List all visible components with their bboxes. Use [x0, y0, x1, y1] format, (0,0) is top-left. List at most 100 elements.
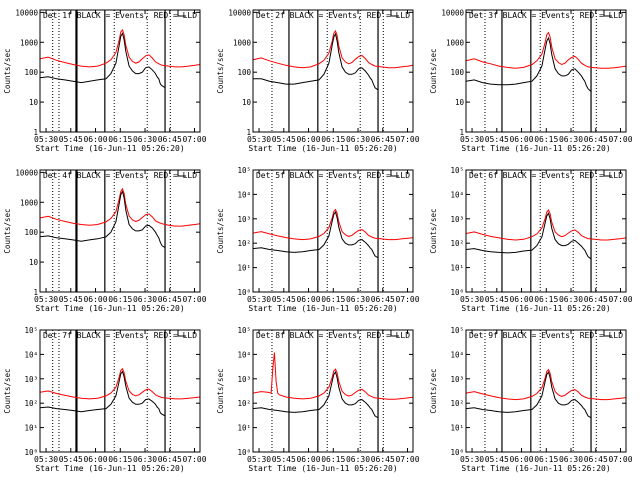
y-tick-label: 1	[246, 128, 251, 137]
x-tick-label: 05:30	[247, 135, 271, 144]
x-tick-label: 05:45	[59, 295, 83, 304]
y-tick-label: 10⁰	[450, 288, 464, 297]
y-tick-label: 10⁵	[24, 326, 38, 335]
red-lld-series-line	[40, 367, 200, 400]
y-tick-label: 10¹	[24, 424, 38, 433]
y-tick-label: 10	[455, 98, 465, 107]
x-tick-label: 06:00	[509, 455, 533, 464]
x-tick-label: 06:30	[346, 455, 370, 464]
x-tick-label: 06:45	[371, 295, 395, 304]
y-tick-label: 10¹	[450, 424, 464, 433]
series-group	[253, 29, 413, 91]
x-tick-label: 07:00	[182, 135, 206, 144]
x-tick-label: 06:15	[321, 135, 345, 144]
y-tick-label: 10⁰	[237, 288, 251, 297]
y-tick-label: 100	[237, 68, 251, 77]
series-group	[253, 208, 413, 259]
x-tick-label: 06:45	[584, 135, 608, 144]
x-tick-label: 06:15	[108, 455, 132, 464]
corner-marker	[390, 170, 399, 177]
y-tick-label: 10²	[450, 399, 464, 408]
y-tick-label: 10000	[15, 168, 38, 177]
y-tick-label: 10³	[450, 375, 464, 384]
x-tick-label: 05:30	[34, 295, 58, 304]
series-group	[40, 367, 200, 417]
y-tick-label: 10³	[450, 215, 464, 224]
detector-panel-3: 05:30 05:45 06:00 06:15 06:30 06:45 07:00 1 10 10…	[429, 8, 633, 153]
y-tick-label: 10⁴	[450, 190, 464, 199]
x-tick-label: 06:00	[509, 135, 533, 144]
y-tick-label: 10⁰	[237, 448, 251, 457]
x-tick-label: 06:45	[584, 455, 608, 464]
red-lld-series-line	[466, 31, 626, 69]
y-tick-label: 10¹	[237, 424, 251, 433]
detector-panel-7: 05:30 05:45 06:00 06:15 06:30 06:45 07:00 10⁰ 10…	[3, 326, 207, 473]
x-tick-label: 06:30	[133, 295, 157, 304]
y-axis-label: Counts/sec	[216, 208, 225, 253]
y-tick-label: 100	[450, 68, 464, 77]
x-tick-label: 05:45	[59, 455, 83, 464]
plot-frame	[465, 329, 627, 453]
panel-title: Det 6f BLACK = Events, RED = LLD	[469, 171, 623, 180]
plot-frame	[252, 169, 414, 293]
x-axis-label: Start Time (16-Jun-11 05:26:20)	[35, 144, 184, 153]
x-tick-label: 05:45	[272, 295, 296, 304]
detector-panel-5: 05:30 05:45 06:00 06:15 06:30 06:45 07:00 10⁰ 10…	[216, 166, 420, 313]
x-tick-label: 07:00	[395, 455, 419, 464]
x-tick-label: 06:15	[108, 135, 132, 144]
corner-marker	[603, 10, 612, 17]
x-tick-label: 06:00	[83, 295, 107, 304]
panel-title: Det 2f BLACK = Events, RED = LLD	[256, 11, 410, 20]
y-tick-label: 100	[24, 228, 38, 237]
red-lld-series-line	[466, 368, 626, 401]
x-tick-label: 06:15	[108, 295, 132, 304]
y-tick-label: 10⁴	[450, 350, 464, 359]
x-tick-label: 05:30	[460, 135, 484, 144]
x-tick-label: 06:45	[371, 455, 395, 464]
y-tick-label: 10³	[237, 215, 251, 224]
x-tick-label: 05:30	[247, 455, 271, 464]
y-tick-label: 10⁴	[24, 350, 38, 359]
detector-panel-4: 05:30 05:45 06:00 06:15 06:30 06:45 07:00 1 10 10…	[3, 168, 207, 313]
plot-frame	[465, 169, 627, 293]
plot-frame	[252, 9, 414, 133]
x-tick-label: 06:30	[133, 135, 157, 144]
x-tick-label: 05:45	[272, 135, 296, 144]
black-events-series-line	[466, 36, 592, 93]
x-axis-label: Start Time (16-Jun-11 05:26:20)	[35, 464, 184, 473]
x-tick-label: 07:00	[608, 135, 632, 144]
corner-marker	[390, 10, 399, 17]
y-tick-label: 10¹	[450, 264, 464, 273]
x-tick-label: 05:30	[460, 455, 484, 464]
y-tick-label: 10⁰	[24, 448, 38, 457]
black-events-series-line	[40, 190, 166, 249]
y-axis-label: Counts/sec	[429, 48, 438, 93]
plot-frame	[39, 9, 201, 133]
detector-panel-1: 05:30 05:45 06:00 06:15 06:30 06:45 07:00 1 10 10…	[3, 8, 207, 153]
x-tick-label: 06:30	[559, 135, 583, 144]
x-tick-label: 06:30	[346, 135, 370, 144]
x-tick-label: 06:00	[296, 295, 320, 304]
y-tick-label: 1000	[20, 198, 39, 207]
x-tick-label: 06:00	[296, 455, 320, 464]
y-axis-label: Counts/sec	[3, 368, 12, 413]
x-tick-label: 05:45	[272, 455, 296, 464]
x-axis-label: Start Time (16-Jun-11 05:26:20)	[461, 304, 610, 313]
y-tick-label: 10⁵	[237, 166, 251, 175]
red-lld-series-line	[466, 209, 626, 241]
x-tick-label: 05:45	[485, 135, 509, 144]
black-events-series-line	[466, 211, 592, 260]
y-tick-label: 10000	[228, 8, 251, 17]
panel-title: Det 3f BLACK = Events, RED = LLD	[469, 11, 623, 20]
series-group	[466, 31, 626, 93]
detector-panel-9: 05:30 05:45 06:00 06:15 06:30 06:45 07:00 10⁰ 10…	[429, 326, 633, 473]
y-axis-label: Counts/sec	[3, 48, 12, 93]
black-events-series-line	[466, 370, 592, 419]
plot-frame	[465, 9, 627, 133]
y-tick-label: 10⁵	[237, 326, 251, 335]
x-tick-label: 06:00	[83, 455, 107, 464]
x-tick-label: 06:15	[534, 455, 558, 464]
y-tick-label: 10²	[24, 399, 38, 408]
y-tick-label: 10⁴	[237, 190, 251, 199]
